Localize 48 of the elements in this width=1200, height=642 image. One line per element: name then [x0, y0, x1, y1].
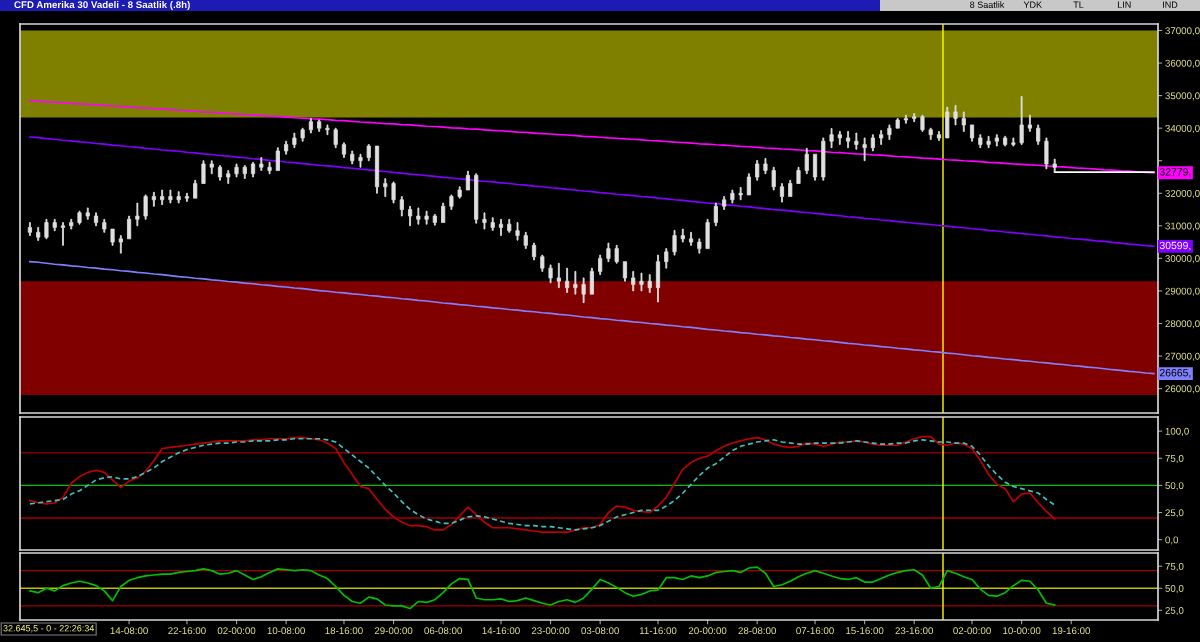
x-tick-label: 02-00:00 — [217, 627, 256, 635]
x-tick-label: 10-00:00 — [1003, 627, 1041, 635]
x-tick-label: 18-16:00 — [325, 627, 363, 635]
y-tick-label: 75,0 — [1165, 454, 1184, 464]
x-tick-label: 14-08:00 — [110, 627, 148, 635]
x-tick-label: 02-00:00 — [953, 627, 991, 635]
text: YDK — [1023, 1, 1042, 8]
x-tick-label: 23-00:00 — [531, 627, 570, 635]
text: TL — [1073, 1, 1084, 8]
y-tick-label: 36000,0 — [1165, 59, 1200, 68]
y-tick-label: 26000,0 — [1165, 385, 1200, 394]
y-tick-label: 35000,0 — [1165, 92, 1200, 101]
y-tick-label: 100,0 — [1165, 427, 1189, 436]
x-tick-label: 11-16:00 — [639, 627, 677, 635]
text: LIN — [1117, 1, 1131, 8]
x-tick-label: 29-00:00 — [374, 627, 413, 635]
series-label: 26665, — [1159, 369, 1191, 378]
x-tick-label: 07-16:00 — [796, 627, 834, 635]
text: 32.645,5 - 0 - 22:26:34 — [3, 625, 95, 633]
y-tick-label: 27000,0 — [1165, 352, 1200, 361]
x-tick-label: 06-08:00 — [424, 627, 462, 635]
series-label: 30599, — [1159, 241, 1191, 251]
y-tick-label: 0,0 — [1165, 536, 1179, 545]
y-tick-label: 31000,0 — [1165, 222, 1200, 231]
y-tick-label: 32000,0 — [1165, 190, 1200, 199]
x-tick-label: 15-16:00 — [846, 627, 884, 635]
y-tick-label: 34000,0 — [1165, 124, 1200, 133]
y-tick-label: 25,0 — [1165, 509, 1184, 518]
x-tick-label: 20-00:00 — [688, 627, 727, 635]
y-tick-label: 30000,0 — [1165, 255, 1200, 264]
y-tick-label: 29000,0 — [1165, 287, 1200, 296]
y-tick-label: 28000,0 — [1165, 320, 1200, 329]
x-tick-label: 28-08:00 — [738, 627, 776, 635]
y-tick-label: 37000,0 — [1165, 27, 1200, 36]
text: 8 Saatlik — [970, 1, 1005, 8]
x-tick-label: 23-16:00 — [895, 627, 934, 635]
y-tick-label: 50,0 — [1165, 482, 1184, 491]
x-tick-label: 03-08:00 — [581, 627, 619, 635]
x-tick-label: 10-08:00 — [267, 627, 305, 635]
y-tick-label: 25,0 — [1165, 607, 1184, 616]
chart-title: CFD Amerika 30 Vadeli - 8 Saatlik (.8h) — [14, 0, 190, 11]
text: IND — [1163, 1, 1178, 8]
y-tick-label: 75,0 — [1165, 562, 1184, 571]
x-tick-label: 19-16:00 — [1052, 627, 1091, 635]
x-tick-label: 14-16:00 — [482, 627, 520, 635]
series-label: 32779, — [1159, 168, 1191, 177]
x-tick-label: 22-16:00 — [168, 627, 206, 635]
y-tick-label: 50,0 — [1165, 585, 1184, 594]
